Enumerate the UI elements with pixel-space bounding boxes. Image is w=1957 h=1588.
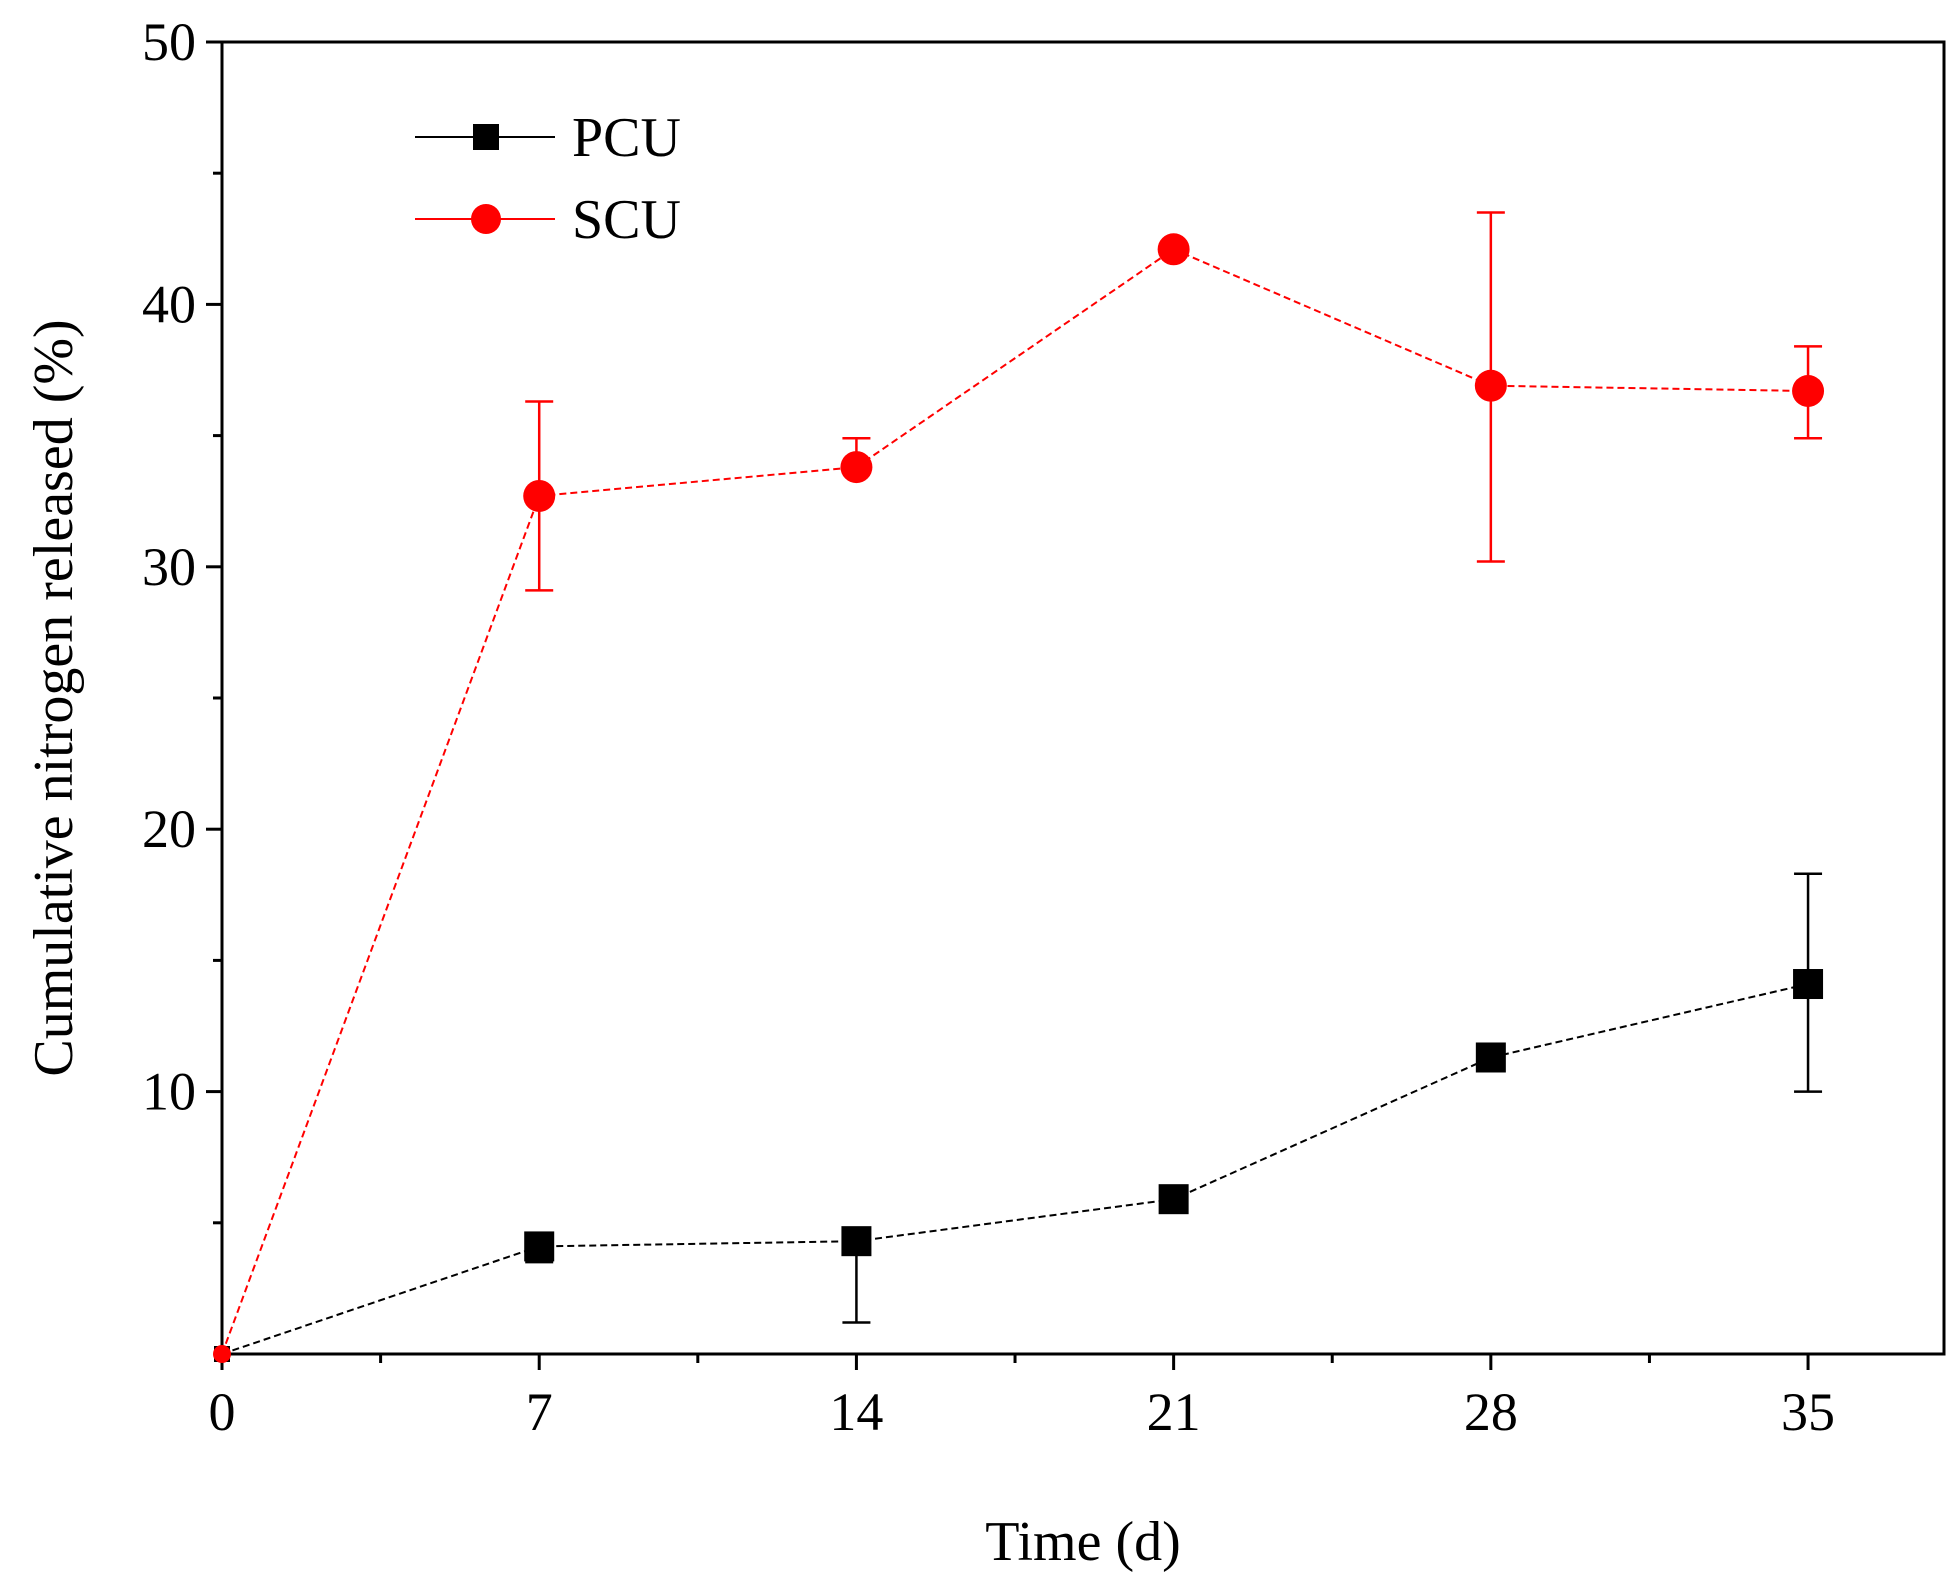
- x-tick-label: 14: [829, 1382, 883, 1442]
- x-tick-label: 0: [209, 1382, 236, 1442]
- data-point-pcu: [1158, 1184, 1189, 1215]
- legend-marker-pcu: [473, 124, 499, 150]
- y-tick-label: 20: [142, 799, 196, 859]
- data-point-pcu: [1793, 969, 1824, 1000]
- data-point-scu: [523, 479, 556, 512]
- series-line-scu: [221, 248, 1809, 1355]
- data-point-pcu: [1475, 1042, 1506, 1073]
- legend-marker-scu: [471, 204, 501, 234]
- y-tick-label: 30: [142, 537, 196, 597]
- x-axis-title: Time (d): [985, 1511, 1181, 1573]
- data-point-scu: [1792, 374, 1825, 407]
- x-tick-label: 35: [1781, 1382, 1835, 1442]
- data-point-pcu: [524, 1231, 555, 1262]
- legend-label-pcu: PCU: [572, 107, 681, 169]
- y-axis-title: Cumulative nitrogen released (%): [23, 319, 85, 1076]
- x-tick-label: 21: [1147, 1382, 1201, 1442]
- series-layer: [213, 211, 1825, 1363]
- data-point-pcu: [841, 1226, 872, 1257]
- y-tick-label: 50: [142, 12, 196, 72]
- legend-label-scu: SCU: [572, 189, 681, 251]
- x-axis: 0 7 14 21 28 35: [209, 1354, 1835, 1442]
- legend: PCU SCU: [415, 107, 681, 251]
- y-axis: 10 20 30 40 50: [142, 12, 222, 1225]
- y-tick-label: 40: [142, 274, 196, 334]
- plot-frame: [220, 40, 1946, 1356]
- y-tick-label: 10: [142, 1062, 196, 1122]
- data-point-scu: [1474, 369, 1507, 402]
- data-point-scu: [1157, 233, 1190, 266]
- x-tick-label: 7: [526, 1382, 553, 1442]
- x-tick-label: 28: [1464, 1382, 1518, 1442]
- data-point-scu: [840, 451, 873, 484]
- series-line-pcu: [221, 983, 1809, 1355]
- data-point-scu: [213, 1345, 231, 1363]
